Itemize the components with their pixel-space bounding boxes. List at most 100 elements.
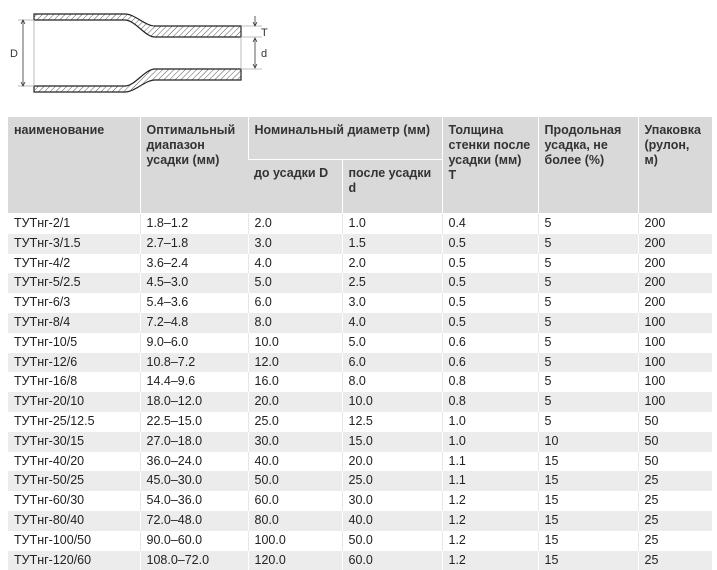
cell-pack: 100 bbox=[637, 332, 712, 353]
cell-shrink: 15 bbox=[537, 451, 638, 472]
cell-before: 60.0 bbox=[247, 491, 342, 511]
header-packaging: Упаковка (рулон, м) bbox=[637, 117, 712, 214]
cell-thickness: 1.0 bbox=[441, 431, 538, 452]
cell-name: ТУТнг-25/12.5 bbox=[8, 411, 140, 432]
cell-name: ТУТнг-6/3 bbox=[8, 293, 140, 313]
cell-after: 8.0 bbox=[341, 372, 442, 393]
cell-shrink: 15 bbox=[537, 550, 638, 570]
table-row: ТУТнг-40/20 36.0–24.0 40.0 20.0 1.1 15 50 bbox=[8, 451, 712, 472]
cell-after: 3.0 bbox=[341, 293, 442, 313]
cell-thickness: 1.1 bbox=[441, 451, 538, 472]
cell-before: 30.0 bbox=[247, 431, 342, 452]
cell-before: 2.0 bbox=[247, 213, 342, 234]
table-row: ТУТнг-25/12.5 22.5–15.0 25.0 12.5 1.0 5 50 bbox=[8, 411, 712, 432]
cell-range: 18.0–12.0 bbox=[139, 392, 248, 412]
cell-thickness: 0.6 bbox=[441, 352, 538, 373]
header-nominal-diameter: Номинальный диаметр (мм) bbox=[247, 117, 442, 160]
cell-before: 20.0 bbox=[247, 392, 342, 412]
header-thickness: Толщина стенки после усадки (мм) T bbox=[441, 117, 538, 214]
cell-before: 8.0 bbox=[247, 312, 342, 333]
cell-thickness: 1.2 bbox=[441, 530, 538, 551]
cell-name: ТУТнг-3/1.5 bbox=[8, 233, 140, 254]
cell-thickness: 0.5 bbox=[441, 253, 538, 274]
cell-pack: 25 bbox=[637, 510, 712, 531]
cell-after: 50.0 bbox=[341, 530, 442, 551]
cell-range: 14.4–9.6 bbox=[139, 372, 248, 393]
cell-name: ТУТнг-60/30 bbox=[8, 491, 140, 511]
cell-range: 45.0–30.0 bbox=[139, 471, 248, 492]
cell-pack: 25 bbox=[637, 530, 712, 551]
cell-name: ТУТнг-5/2.5 bbox=[8, 273, 140, 294]
cell-before: 16.0 bbox=[247, 372, 342, 393]
cell-pack: 25 bbox=[637, 491, 712, 511]
cell-after: 25.0 bbox=[341, 471, 442, 492]
cell-thickness: 0.4 bbox=[441, 213, 538, 234]
cell-thickness: 0.5 bbox=[441, 273, 538, 294]
cell-name: ТУТнг-12/6 bbox=[8, 352, 140, 373]
cell-before: 5.0 bbox=[247, 273, 342, 294]
cell-before: 25.0 bbox=[247, 411, 342, 432]
cell-before: 10.0 bbox=[247, 332, 342, 353]
cell-before: 6.0 bbox=[247, 293, 342, 313]
spec-table: наименование Оптимальный диапазон усадки… bbox=[8, 117, 712, 570]
heat-shrink-tube-diagram: D T d bbox=[10, 13, 268, 93]
cell-before: 4.0 bbox=[247, 253, 342, 274]
cell-after: 30.0 bbox=[341, 491, 442, 511]
cell-range: 7.2–4.8 bbox=[139, 312, 248, 333]
cell-shrink: 5 bbox=[537, 213, 638, 234]
cell-pack: 100 bbox=[637, 392, 712, 412]
cell-before: 100.0 bbox=[247, 530, 342, 551]
cell-pack: 100 bbox=[637, 352, 712, 373]
table-row: ТУТнг-60/30 54.0–36.0 60.0 30.0 1.2 15 25 bbox=[8, 491, 712, 511]
cell-range: 27.0–18.0 bbox=[139, 431, 248, 452]
cell-thickness: 1.2 bbox=[441, 510, 538, 531]
cell-pack: 50 bbox=[637, 431, 712, 452]
cell-pack: 200 bbox=[637, 273, 712, 294]
cell-shrink: 5 bbox=[537, 352, 638, 373]
cell-before: 40.0 bbox=[247, 451, 342, 472]
cell-after: 1.0 bbox=[341, 213, 442, 234]
cell-range: 108.0–72.0 bbox=[139, 550, 248, 570]
cell-before: 3.0 bbox=[247, 233, 342, 254]
cell-range: 90.0–60.0 bbox=[139, 530, 248, 551]
header-range: Оптимальный диапазон усадки (мм) bbox=[139, 117, 248, 214]
cell-after: 15.0 bbox=[341, 431, 442, 452]
cell-shrink: 5 bbox=[537, 411, 638, 432]
cell-thickness: 0.5 bbox=[441, 293, 538, 313]
cell-pack: 50 bbox=[637, 411, 712, 432]
cell-range: 72.0–48.0 bbox=[139, 510, 248, 531]
cell-after: 12.5 bbox=[341, 411, 442, 432]
cell-name: ТУТнг-10/5 bbox=[8, 332, 140, 353]
cell-pack: 200 bbox=[637, 293, 712, 313]
cell-after: 40.0 bbox=[341, 510, 442, 531]
cell-name: ТУТнг-30/15 bbox=[8, 431, 140, 452]
cell-range: 22.5–15.0 bbox=[139, 411, 248, 432]
cell-range: 9.0–6.0 bbox=[139, 332, 248, 353]
cell-name: ТУТнг-120/60 bbox=[8, 550, 140, 570]
table-row: ТУТнг-50/25 45.0–30.0 50.0 25.0 1.1 15 25 bbox=[8, 471, 712, 492]
cell-name: ТУТнг-80/40 bbox=[8, 510, 140, 531]
cell-after: 10.0 bbox=[341, 392, 442, 412]
cell-name: ТУТнг-2/1 bbox=[8, 213, 140, 234]
cell-thickness: 1.2 bbox=[441, 491, 538, 511]
cell-after: 20.0 bbox=[341, 451, 442, 472]
cell-thickness: 0.5 bbox=[441, 312, 538, 333]
cell-thickness: 1.1 bbox=[441, 471, 538, 492]
cell-shrink: 5 bbox=[537, 312, 638, 333]
cell-shrink: 5 bbox=[537, 372, 638, 393]
cell-thickness: 1.2 bbox=[441, 550, 538, 570]
cell-name: ТУТнг-40/20 bbox=[8, 451, 140, 472]
cell-thickness: 0.5 bbox=[441, 233, 538, 254]
label-D: D bbox=[10, 48, 18, 60]
table-row: ТУТнг-4/2 3.6–2.4 4.0 2.0 0.5 5 200 bbox=[8, 253, 712, 274]
table-row: ТУТнг-3/1.5 2.7–1.8 3.0 1.5 0.5 5 200 bbox=[8, 233, 712, 254]
cell-shrink: 5 bbox=[537, 233, 638, 254]
cell-after: 60.0 bbox=[341, 550, 442, 570]
cell-before: 12.0 bbox=[247, 352, 342, 373]
cell-range: 2.7–1.8 bbox=[139, 233, 248, 254]
cell-name: ТУТнг-20/10 bbox=[8, 392, 140, 412]
table-row: ТУТнг-80/40 72.0–48.0 80.0 40.0 1.2 15 25 bbox=[8, 510, 712, 531]
header-before-shrink: до усадки D bbox=[248, 159, 342, 214]
cell-range: 1.8–1.2 bbox=[139, 213, 248, 234]
tube-top-wall bbox=[33, 13, 242, 38]
